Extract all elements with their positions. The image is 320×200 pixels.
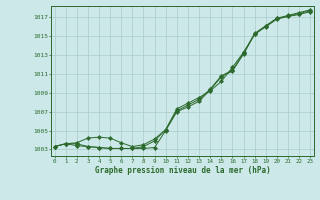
X-axis label: Graphe pression niveau de la mer (hPa): Graphe pression niveau de la mer (hPa) — [94, 166, 270, 175]
